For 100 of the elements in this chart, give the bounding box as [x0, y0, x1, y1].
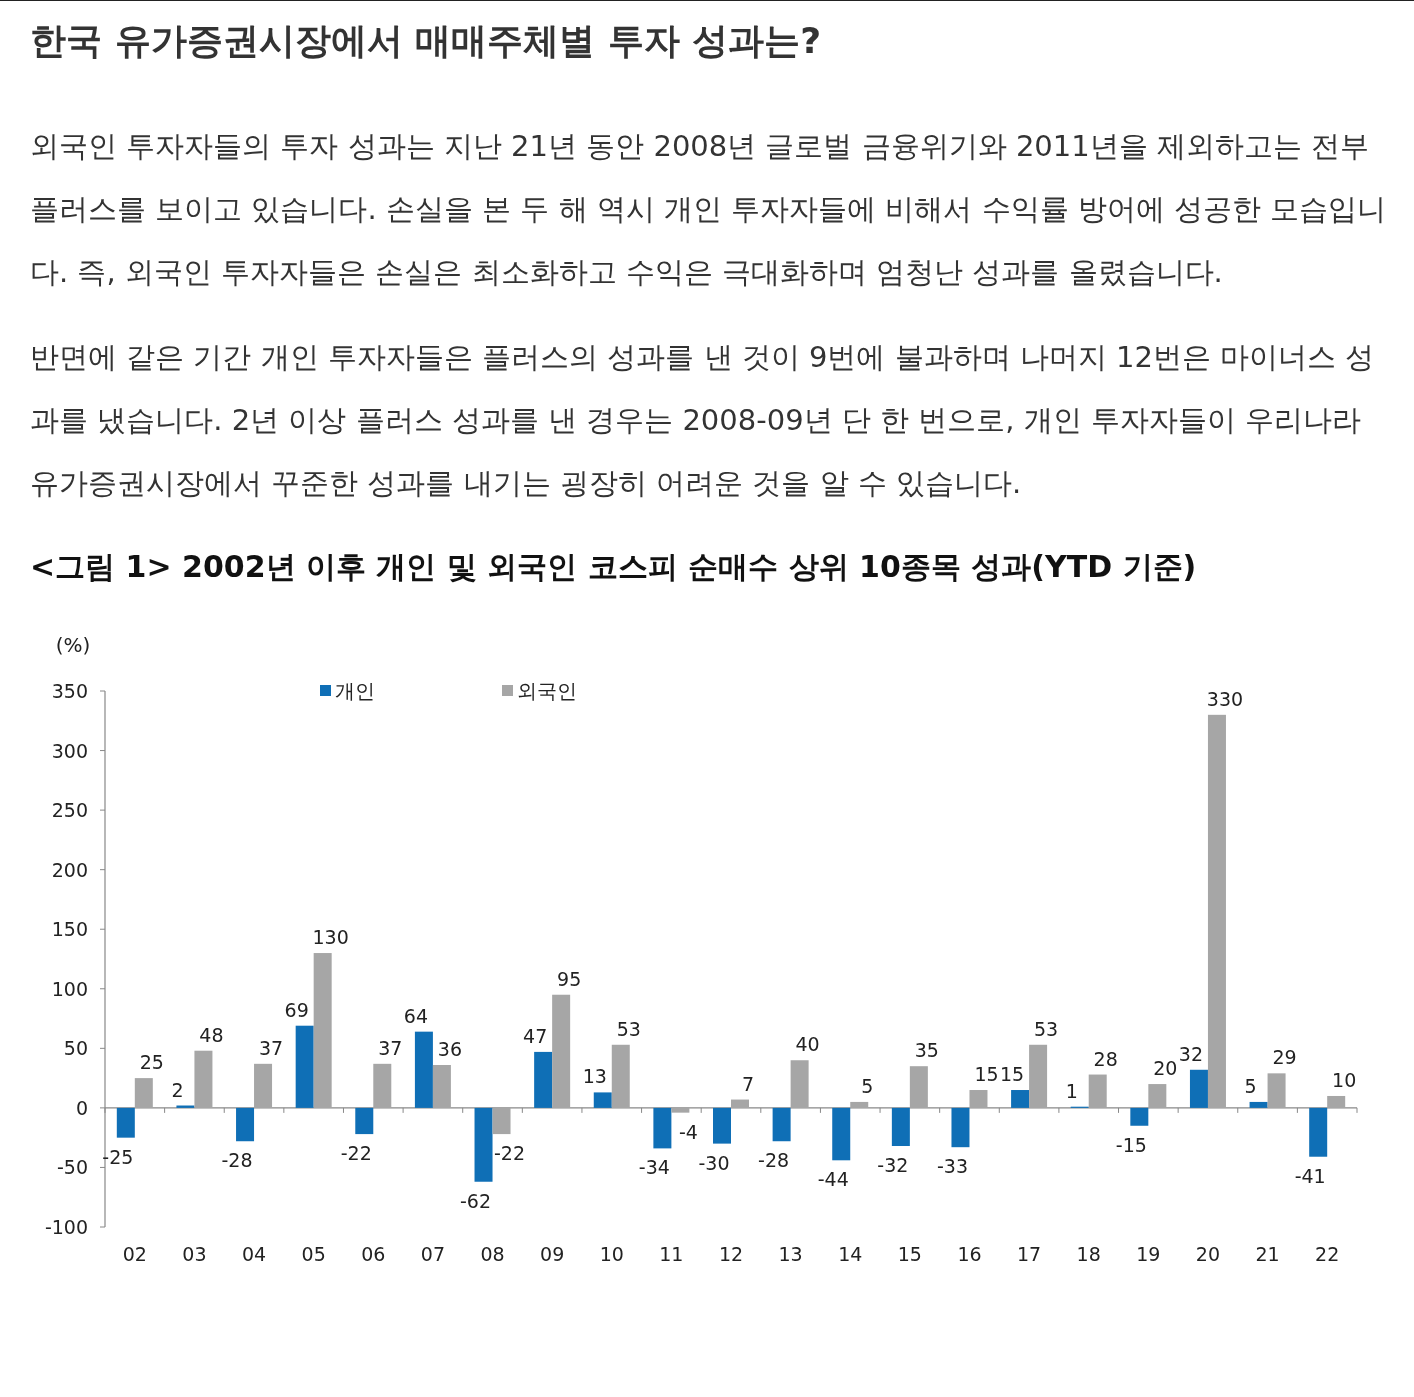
bar [355, 1107, 374, 1135]
bar [832, 1107, 851, 1161]
y-axis-title: (%) [55, 633, 91, 657]
bar [611, 1044, 630, 1108]
x-tick-label: 03 [182, 1243, 207, 1265]
data-label: -33 [936, 1155, 968, 1178]
y-tick-label: 200 [51, 858, 88, 881]
bar [653, 1107, 672, 1149]
bar [552, 994, 571, 1108]
data-label: -62 [460, 1189, 492, 1212]
data-label: 10 [1332, 1068, 1357, 1091]
x-tick-label: 05 [301, 1243, 326, 1265]
x-tick-label: 15 [897, 1243, 922, 1265]
data-label: 53 [1034, 1017, 1059, 1040]
x-tick-label: 02 [122, 1243, 147, 1265]
bar [1130, 1107, 1149, 1126]
data-label: 7 [741, 1072, 755, 1095]
annotation: 외국인 투자자들의 투자 성과는 지난 21년 동안 2008년 글로벌 금융위기와 2011년을 제외하고는 전부 플러스를 보이고 있습니다. 손실을 본 두 해 역시 개인 투자자들에 비해서 수익률 방어에 성공한 모습입니다. 즉, 외국인 투자자들은 손실은 최소화하고 수익은 극대화하며 엄청난 성과를 올렸습니다. [30, 128, 1388, 291]
data-label: 37 [258, 1036, 284, 1059]
y-tick-label: 350 [51, 680, 88, 702]
bar [1249, 1101, 1268, 1108]
data-label: 25 [139, 1051, 164, 1074]
bar [909, 1066, 928, 1108]
data-label: 53 [616, 1017, 641, 1040]
bar [1029, 1044, 1048, 1108]
data-label: -28 [758, 1149, 790, 1172]
x-tick-label: 17 [1017, 1243, 1042, 1265]
data-label: 64 [403, 1004, 428, 1027]
bar [474, 1107, 493, 1182]
data-label: -41 [1294, 1164, 1326, 1187]
data-label: 36 [437, 1038, 462, 1061]
x-tick-label: 21 [1255, 1243, 1280, 1265]
data-label: -32 [877, 1154, 909, 1176]
bar [236, 1107, 255, 1142]
data-label: 20 [1153, 1057, 1178, 1080]
y-tick-label: 300 [51, 739, 88, 762]
bar [534, 1051, 553, 1108]
x-tick-label: 06 [361, 1243, 386, 1265]
data-label: -25 [102, 1145, 134, 1168]
bar [593, 1092, 612, 1108]
data-label: 330 [1206, 687, 1244, 710]
y-tick-label: 0 [75, 1096, 88, 1119]
x-tick-label: 16 [957, 1243, 982, 1265]
data-label: -15 [1115, 1133, 1147, 1156]
x-tick-label: 11 [659, 1243, 684, 1265]
data-label: -30 [698, 1151, 730, 1174]
data-label: 95 [557, 967, 582, 990]
data-label: -28 [221, 1149, 253, 1172]
data-label: 48 [199, 1023, 224, 1046]
x-tick-label: 20 [1195, 1243, 1221, 1265]
data-label: 40 [795, 1033, 820, 1056]
x-tick-label: 19 [1136, 1243, 1161, 1265]
bar [1189, 1069, 1208, 1108]
data-label: -22 [340, 1142, 372, 1165]
data-label: -22 [494, 1142, 526, 1165]
bar [1267, 1073, 1286, 1108]
bar [671, 1107, 690, 1113]
bar [1011, 1090, 1030, 1108]
bar [790, 1060, 809, 1108]
data-label: 29 [1272, 1046, 1297, 1069]
subtitle: <그림 1> 2002년 이후 개인 및 외국인 코스피 순매수 상위 10종목 성과(YTD 기준) [30, 548, 1198, 586]
bar [951, 1107, 970, 1148]
bar [373, 1063, 392, 1108]
bar [194, 1050, 213, 1108]
bar [254, 1063, 273, 1108]
data-label: -4 [678, 1120, 698, 1143]
data-label: 15 [974, 1063, 999, 1086]
x-tick-label: 22 [1315, 1243, 1340, 1265]
y-tick-label: 150 [51, 918, 88, 941]
data-label: 5 [1244, 1074, 1257, 1097]
x-tick-label: 13 [778, 1243, 803, 1265]
bar [1088, 1074, 1107, 1108]
x-tick-label: 04 [241, 1243, 267, 1265]
bar [134, 1078, 153, 1108]
bar [1148, 1084, 1167, 1108]
bar [731, 1099, 749, 1108]
legend-label: 개인 [335, 679, 375, 703]
y-tick-label: 50 [63, 1037, 88, 1060]
y-tick-label: -100 [44, 1216, 88, 1238]
bar [313, 953, 332, 1108]
y-tick-label: -50 [56, 1156, 88, 1179]
data-label: 47 [523, 1024, 548, 1047]
bar [116, 1107, 135, 1138]
data-label: 1 [1065, 1079, 1078, 1102]
bar [772, 1107, 791, 1142]
x-tick-label: 18 [1076, 1243, 1101, 1265]
bar [295, 1025, 314, 1108]
data-label: -44 [817, 1168, 849, 1191]
data-label: -34 [638, 1156, 670, 1179]
x-tick-label: 09 [540, 1243, 565, 1265]
data-label: 2 [171, 1078, 184, 1101]
x-tick-label: 10 [599, 1243, 624, 1265]
bar [1309, 1107, 1328, 1157]
bar [414, 1031, 433, 1108]
x-tick-label: 08 [480, 1243, 505, 1265]
bar [969, 1090, 988, 1108]
data-label: 130 [312, 926, 349, 949]
data-label: 35 [914, 1039, 939, 1062]
bar [850, 1101, 869, 1108]
annotation: 반면에 같은 기간 개인 투자자들은 플러스의 성과를 낸 것이 9번에 불과하며 나머지 12번은 마이너스 성과를 냈습니다. 2년 이상 플러스 성과를 낸 경우는 2008-09년 단 한 번으로, 개인 투자자들이 우리나라 유가증권시장에서 꾸준한 성과를 내기는 굉장히 어려운 것을 알 수 있습니다. [30, 339, 1376, 502]
